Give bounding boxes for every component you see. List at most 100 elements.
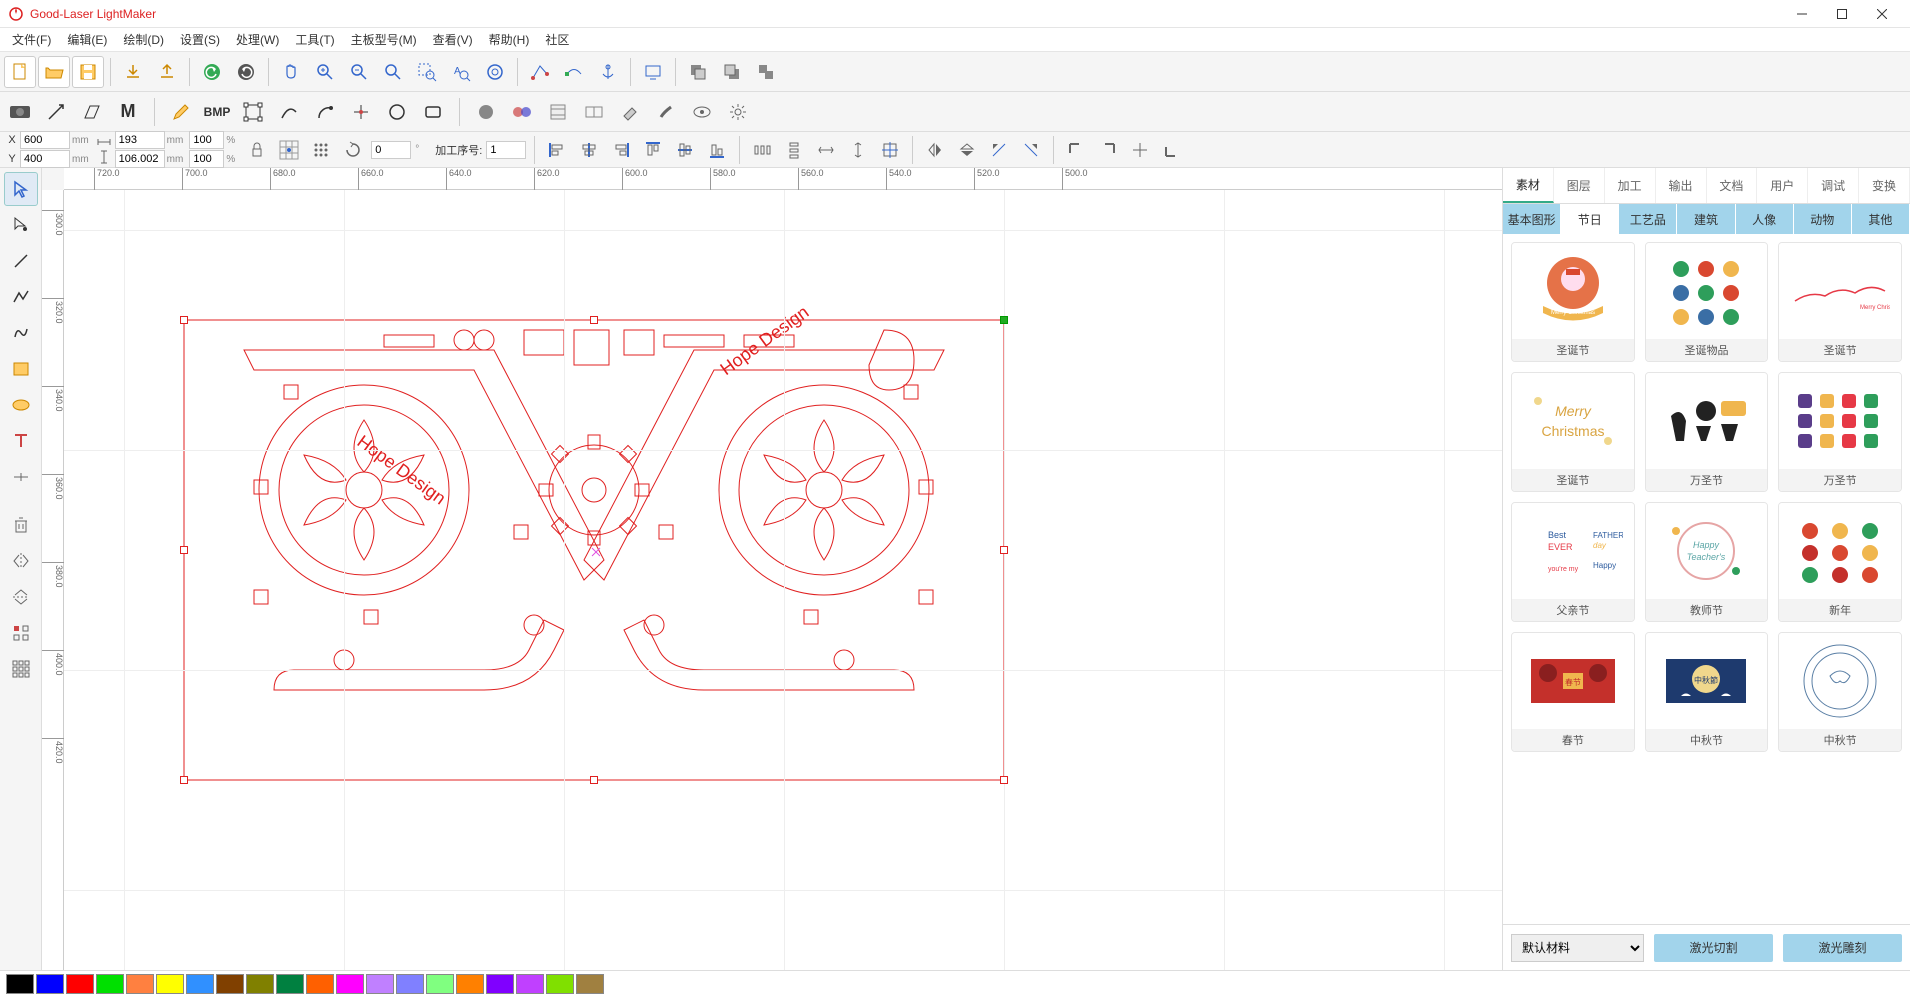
snap-corner-tl[interactable]	[1062, 136, 1090, 164]
rp-tab-3[interactable]: 输出	[1656, 168, 1707, 203]
snap-corner-tr[interactable]	[1094, 136, 1122, 164]
rp-subtab-5[interactable]: 动物	[1794, 204, 1852, 234]
center-canvas-button[interactable]	[876, 136, 904, 164]
export-button[interactable]	[151, 56, 183, 88]
gallery-card-5[interactable]: 万圣节	[1778, 372, 1902, 492]
rect-tool[interactable]	[4, 352, 38, 386]
menu-8[interactable]: 帮助(H)	[481, 29, 538, 51]
color-swatch-15[interactable]	[456, 974, 484, 994]
color-swatch-2[interactable]	[66, 974, 94, 994]
zoom-in-button[interactable]	[309, 56, 341, 88]
camera-button[interactable]	[4, 96, 36, 128]
color-swatch-13[interactable]	[396, 974, 424, 994]
rect-round-button[interactable]	[417, 96, 449, 128]
color-swatch-1[interactable]	[36, 974, 64, 994]
merge-button[interactable]	[578, 96, 610, 128]
zoom-fit-button[interactable]	[377, 56, 409, 88]
snap-center[interactable]	[1126, 136, 1154, 164]
anchor-grid-button[interactable]	[275, 136, 303, 164]
array-tool[interactable]	[4, 616, 38, 650]
canvas[interactable]: Hope Design Hope Design	[64, 190, 1502, 970]
color-swatch-16[interactable]	[486, 974, 514, 994]
color-swatch-11[interactable]	[336, 974, 364, 994]
settings-button[interactable]	[722, 96, 754, 128]
selection-handle[interactable]	[180, 316, 188, 324]
color-swatch-8[interactable]	[246, 974, 274, 994]
color-swatch-7[interactable]	[216, 974, 244, 994]
pan-button[interactable]	[275, 56, 307, 88]
path-tool-2[interactable]	[558, 56, 590, 88]
open-file-button[interactable]	[38, 56, 70, 88]
lock-aspect-button[interactable]	[243, 136, 271, 164]
width-input[interactable]	[115, 131, 165, 149]
curve-edit-button[interactable]	[273, 96, 305, 128]
layer-stack-button[interactable]	[750, 56, 782, 88]
proc-input[interactable]	[486, 141, 526, 159]
zoom-all-button[interactable]: A	[445, 56, 477, 88]
close-button[interactable]	[1862, 0, 1902, 28]
color-swatch-17[interactable]	[516, 974, 544, 994]
rp-tab-4[interactable]: 文档	[1707, 168, 1758, 203]
gradient-button[interactable]	[506, 96, 538, 128]
node-tool[interactable]	[4, 208, 38, 242]
color-swatch-10[interactable]	[306, 974, 334, 994]
rp-subtab-4[interactable]: 人像	[1736, 204, 1794, 234]
bbox-button[interactable]	[237, 96, 269, 128]
zoom-out-button[interactable]	[343, 56, 375, 88]
menu-6[interactable]: 主板型号(M)	[343, 29, 425, 51]
rotate-input[interactable]	[371, 141, 411, 159]
gallery-card-7[interactable]: HappyTeacher's教师节	[1645, 502, 1769, 622]
new-file-button[interactable]	[4, 56, 36, 88]
cursor-diag-button[interactable]	[40, 96, 72, 128]
space-v-button[interactable]	[844, 136, 872, 164]
menu-9[interactable]: 社区	[537, 29, 577, 51]
line-tool[interactable]	[4, 244, 38, 278]
menu-2[interactable]: 绘制(D)	[115, 29, 172, 51]
select-tool[interactable]	[4, 172, 38, 206]
gallery-card-10[interactable]: 中秋節中秋节	[1645, 632, 1769, 752]
rp-tab-6[interactable]: 调试	[1808, 168, 1859, 203]
menu-5[interactable]: 工具(T)	[287, 29, 342, 51]
eraser-button[interactable]	[614, 96, 646, 128]
circle-tool-button[interactable]	[381, 96, 413, 128]
text-tool[interactable]	[4, 424, 38, 458]
selection-handle[interactable]	[590, 776, 598, 784]
screen-button[interactable]	[637, 56, 669, 88]
rp-tab-2[interactable]: 加工	[1605, 168, 1656, 203]
rp-tab-0[interactable]: 素材	[1503, 168, 1554, 203]
color-swatch-5[interactable]	[156, 974, 184, 994]
laser-cut-button[interactable]: 激光切割	[1654, 934, 1773, 962]
grid-tool[interactable]	[4, 652, 38, 686]
color-swatch-3[interactable]	[96, 974, 124, 994]
save-file-button[interactable]	[72, 56, 104, 88]
minimize-button[interactable]	[1782, 0, 1822, 28]
align-right-button[interactable]	[607, 136, 635, 164]
height-pct-input[interactable]	[189, 150, 224, 168]
zoom-page-button[interactable]	[479, 56, 511, 88]
selection-handle[interactable]	[1000, 776, 1008, 784]
align-bottom-button[interactable]	[703, 136, 731, 164]
material-select[interactable]: 默认材料	[1511, 934, 1644, 962]
redo-button[interactable]	[230, 56, 262, 88]
dist-v-button[interactable]	[780, 136, 808, 164]
layer-front-button[interactable]	[682, 56, 714, 88]
color-swatch-14[interactable]	[426, 974, 454, 994]
mirror-h-tool[interactable]	[4, 544, 38, 578]
selection-handle[interactable]	[180, 546, 188, 554]
color-swatch-0[interactable]	[6, 974, 34, 994]
dist-h-button[interactable]	[748, 136, 776, 164]
selection-handle[interactable]	[590, 316, 598, 324]
mirror-v-tool[interactable]	[4, 580, 38, 614]
rp-subtab-1[interactable]: 节日	[1561, 204, 1619, 234]
flip-h-button[interactable]	[921, 136, 949, 164]
layer-back-button[interactable]	[716, 56, 748, 88]
space-h-button[interactable]	[812, 136, 840, 164]
color-swatch-18[interactable]	[546, 974, 574, 994]
snap-corner-bl[interactable]	[1158, 136, 1186, 164]
menu-1[interactable]: 编辑(E)	[59, 29, 115, 51]
color-swatch-4[interactable]	[126, 974, 154, 994]
delete-tool[interactable]	[4, 508, 38, 542]
selection-handle[interactable]	[180, 776, 188, 784]
rp-subtab-0[interactable]: 基本图形	[1503, 204, 1561, 234]
selection-handle[interactable]	[1000, 316, 1008, 324]
